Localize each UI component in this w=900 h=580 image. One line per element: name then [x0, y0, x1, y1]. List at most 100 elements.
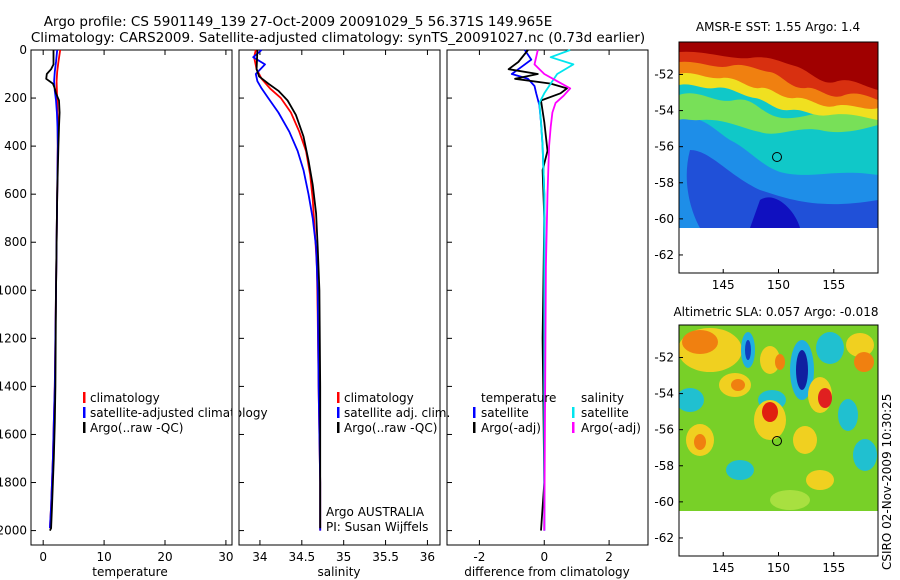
map-y-tick-label: -58 — [654, 176, 674, 190]
salinity-series — [252, 49, 322, 531]
series-line-argo-raw-qc- — [255, 49, 322, 529]
salinity-x-label: salinity — [317, 565, 360, 579]
x-tick-label: -2 — [473, 550, 485, 564]
sla-blob — [726, 460, 754, 480]
sst-argo-marker — [772, 152, 782, 162]
y-tick-label: 200 — [4, 91, 27, 105]
csiro-timestamp-credit: CSIRO 02-Nov-2009 10:30:25 — [880, 394, 894, 570]
x-tick-label: 34.5 — [288, 550, 315, 564]
y-tick-label: 400 — [4, 139, 27, 153]
y-tick-label: 0 — [19, 43, 27, 57]
map-x-tick-label: 155 — [822, 561, 845, 575]
x-tick-label: 0 — [540, 550, 548, 564]
legend-swatch-climatology — [337, 392, 340, 403]
series-line-temperature-argo-adj- — [507, 49, 568, 531]
difference-panel: -2 0 2 difference from climatology tempera… — [446, 49, 649, 579]
legend-swatch-satellite — [337, 407, 340, 418]
map-y-tick-label: -62 — [654, 531, 674, 545]
sla-blob — [796, 350, 808, 390]
difference-axes-frame — [446, 49, 649, 546]
sst-map-panel: AMSR-E SST: 1.55 Argo: 1.4 145 150 155 -52 -… — [654, 20, 879, 292]
salinity-axes-frame — [238, 49, 441, 546]
legend-label-temp-argo: Argo(-adj) — [481, 421, 541, 435]
map-y-tick-label: -60 — [654, 212, 674, 226]
sla-blob — [816, 332, 844, 364]
sla-map-panel: Altimetric SLA: 0.057 Argo: -0.018 — [654, 305, 878, 575]
difference-legend-salinity: salinity satellite Argo(-adj) — [572, 391, 641, 435]
legend-label-satellite: satellite-adjusted climatology — [90, 406, 268, 420]
sla-blob — [731, 379, 745, 391]
legend-label-argo: Argo(..raw -QC) — [90, 421, 183, 435]
map-x-tick-label: 145 — [712, 278, 735, 292]
sst-map-axes: 145 150 155 -52 -54 -56 -58 -60 -62 — [654, 67, 845, 292]
pressure-y-axis: 0 200 400 600 800 1000 1200 1400 1600 1800 2000 — [0, 43, 36, 538]
map-y-tick-label: -54 — [654, 104, 674, 118]
y-tick-label: 1400 — [0, 379, 27, 393]
sla-heatmap — [679, 325, 878, 511]
sla-blob — [775, 354, 785, 370]
map-x-tick-label: 145 — [712, 561, 735, 575]
legend-overflow-mask — [232, 380, 239, 440]
sla-blob — [838, 399, 858, 431]
temperature-x-axis: 0 10 20 30 — [39, 50, 234, 564]
legend-label-argo: Argo(..raw -QC) — [344, 421, 437, 435]
series-line-salinity-argo-adj- — [533, 49, 572, 531]
temperature-legend: climatology satellite-adjusted climatolo… — [83, 391, 268, 435]
legend-swatch-temp-argo — [473, 422, 476, 433]
sla-blob — [854, 352, 874, 372]
sla-blob — [762, 402, 778, 422]
legend-label-sal-argo: Argo(-adj) — [581, 421, 641, 435]
map-y-tick-label: -54 — [654, 387, 674, 401]
sst-green-front — [679, 93, 878, 134]
x-tick-label: 30 — [218, 550, 233, 564]
sla-blob — [770, 490, 810, 510]
map-x-tick-label: 155 — [822, 278, 845, 292]
legend-label-temp-satellite: satellite — [481, 406, 529, 420]
legend-label-sal-satellite: satellite — [581, 406, 629, 420]
sla-blob — [793, 426, 817, 454]
legend-label-climatology: climatology — [90, 391, 160, 405]
temperature-panel: 0 200 400 600 800 1000 1200 1400 1600 1800 2000 0 1… — [0, 43, 268, 579]
x-tick-label: 34 — [252, 550, 267, 564]
legend-swatch-sal-argo — [572, 422, 575, 433]
map-y-tick-label: -62 — [654, 248, 674, 262]
sla-blob — [846, 333, 874, 357]
sla-blob — [745, 340, 751, 360]
sst-coldest-band — [686, 150, 878, 228]
map-y-tick-label: -52 — [654, 67, 674, 81]
legend-swatch-temp-satellite — [473, 407, 476, 418]
legend-label-satellite: satellite adj. clim. — [344, 406, 450, 420]
sla-blob — [682, 330, 718, 354]
difference-series — [507, 49, 575, 531]
y-tick-label: 1600 — [0, 427, 27, 441]
temperature-series — [45, 49, 62, 532]
legend-swatch-satellite — [83, 407, 86, 418]
sla-blob — [760, 346, 780, 374]
map-y-tick-label: -56 — [654, 140, 674, 154]
figure-title-line1: Argo profile: CS 5901149_139 27-Oct-2009… — [44, 14, 552, 30]
y-tick-label: 1200 — [0, 331, 27, 345]
figure-title-line2: Climatology: CARS2009. Satellite-adjuste… — [31, 30, 645, 46]
sst-map-title: AMSR-E SST: 1.55 Argo: 1.4 — [696, 20, 860, 34]
difference-x-label: difference from climatology — [464, 565, 630, 579]
temperature-axes-frame — [30, 49, 233, 546]
map-y-tick-label: -52 — [654, 350, 674, 364]
sla-blob — [853, 439, 877, 471]
x-tick-label: 2 — [605, 550, 613, 564]
map-x-tick-label: 150 — [767, 278, 790, 292]
legend-swatch-sal-satellite — [572, 407, 575, 418]
legend-swatch-argo — [337, 422, 340, 433]
x-tick-label: 35 — [336, 550, 351, 564]
map-x-tick-label: 150 — [767, 561, 790, 575]
argo-credit-program: Argo AUSTRALIA — [326, 505, 425, 519]
sla-map-axes: 145 150 155 -52 -54 -56 -58 -60 -62 — [654, 350, 845, 575]
legend-swatch-climatology — [83, 392, 86, 403]
difference-legend-temperature: temperature satellite Argo(-adj) — [473, 391, 556, 435]
difference-x-axis: -2 0 2 — [447, 49, 613, 564]
salinity-x-axis: 34 34.5 35 35.5 36 — [239, 49, 435, 564]
sst-heatmap — [679, 42, 878, 228]
sla-argo-marker — [772, 436, 782, 446]
legend-swatch-argo — [83, 422, 86, 433]
sla-blob — [806, 470, 834, 490]
sla-map-title: Altimetric SLA: 0.057 Argo: -0.018 — [673, 305, 878, 319]
